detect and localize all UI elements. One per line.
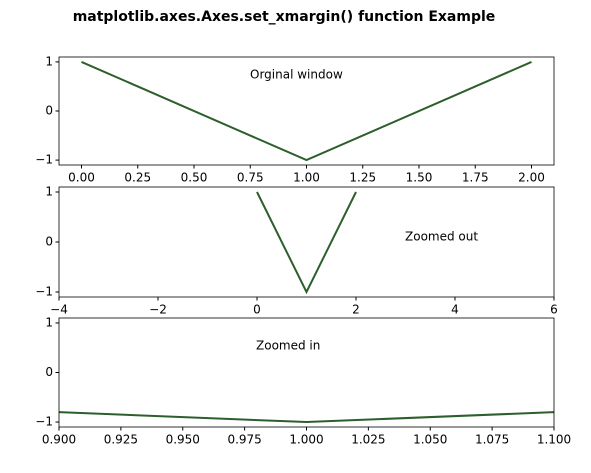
- x-tick-label: 1.025: [351, 433, 385, 447]
- x-tick-label: 0: [253, 303, 261, 317]
- y-tick-label: −1: [35, 153, 53, 167]
- x-tick-label: 1.25: [349, 171, 376, 185]
- y-tick-label: 0: [45, 235, 53, 249]
- y-tick-label: −1: [35, 285, 53, 299]
- annotation: Zoomed out: [405, 230, 478, 244]
- x-tick-label: 1.100: [537, 433, 571, 447]
- x-tick-label: 1.75: [462, 171, 489, 185]
- x-tick-label: 0.900: [42, 433, 76, 447]
- x-tick-label: 1.50: [406, 171, 433, 185]
- y-tick-label: 0: [45, 365, 53, 379]
- axes-frame: [58, 317, 555, 428]
- x-tick-label: 1.000: [289, 433, 323, 447]
- annotation: Zoomed in: [256, 339, 320, 353]
- x-tick-label: 0.50: [181, 171, 208, 185]
- y-tick-label: 1: [45, 185, 53, 199]
- x-tick-label: 0.00: [68, 171, 95, 185]
- x-tick-label: 1.00: [293, 171, 320, 185]
- x-tick-label: 4: [451, 303, 459, 317]
- axes-frame: [58, 186, 555, 298]
- x-tick-label: 1.050: [413, 433, 447, 447]
- x-tick-label: −4: [50, 303, 68, 317]
- figure-title: matplotlib.axes.Axes.set_xmargin() funct…: [73, 9, 496, 25]
- x-tick-label: 2.00: [518, 171, 545, 185]
- x-tick-label: 0.975: [227, 433, 261, 447]
- y-tick-label: 0: [45, 104, 53, 118]
- y-tick-label: 1: [45, 315, 53, 329]
- x-tick-label: 1.075: [475, 433, 509, 447]
- x-tick-label: 6: [550, 303, 558, 317]
- axes-frame: [58, 56, 555, 166]
- data-line: [256, 191, 357, 295]
- x-tick-label: 0.925: [104, 433, 138, 447]
- data-line: [81, 60, 532, 162]
- annotation: Orginal window: [250, 68, 343, 82]
- data-line: [59, 411, 554, 424]
- x-tick-label: 2: [352, 303, 360, 317]
- x-tick-label: 0.75: [237, 171, 264, 185]
- x-tick-label: 0.25: [124, 171, 151, 185]
- x-tick-label: −2: [149, 303, 167, 317]
- y-tick-label: −1: [35, 415, 53, 429]
- x-tick-label: 0.950: [166, 433, 200, 447]
- y-tick-label: 1: [45, 54, 53, 68]
